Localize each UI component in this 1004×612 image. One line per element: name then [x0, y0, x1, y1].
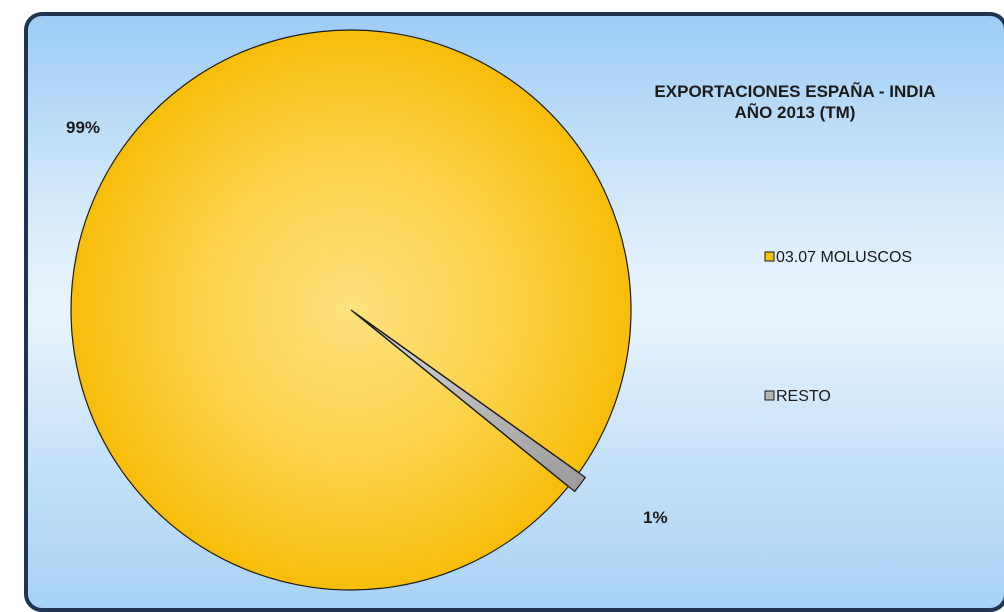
slice-moluscos — [70, 29, 632, 591]
legend: 03.07 MOLUSCOS RESTO — [764, 249, 912, 405]
legend-item-resto: RESTO — [764, 388, 831, 405]
legend-swatch-resto — [764, 390, 775, 401]
slice-label-moluscos: 99% — [66, 118, 100, 137]
chart-title-line-1: EXPORTACIONES ESPAÑA - INDIA — [654, 81, 935, 101]
slice-label-resto: 1% — [643, 508, 668, 527]
legend-label-moluscos: 03.07 MOLUSCOS — [776, 249, 912, 266]
slice-resto — [356, 314, 587, 493]
legend-swatch-moluscos — [764, 251, 775, 262]
pie-slices — [70, 29, 632, 591]
legend-label-resto: RESTO — [776, 388, 831, 405]
chart-title-line-2: AÑO 2013 (TM) — [735, 102, 856, 122]
legend-item-moluscos: 03.07 MOLUSCOS — [764, 249, 912, 266]
